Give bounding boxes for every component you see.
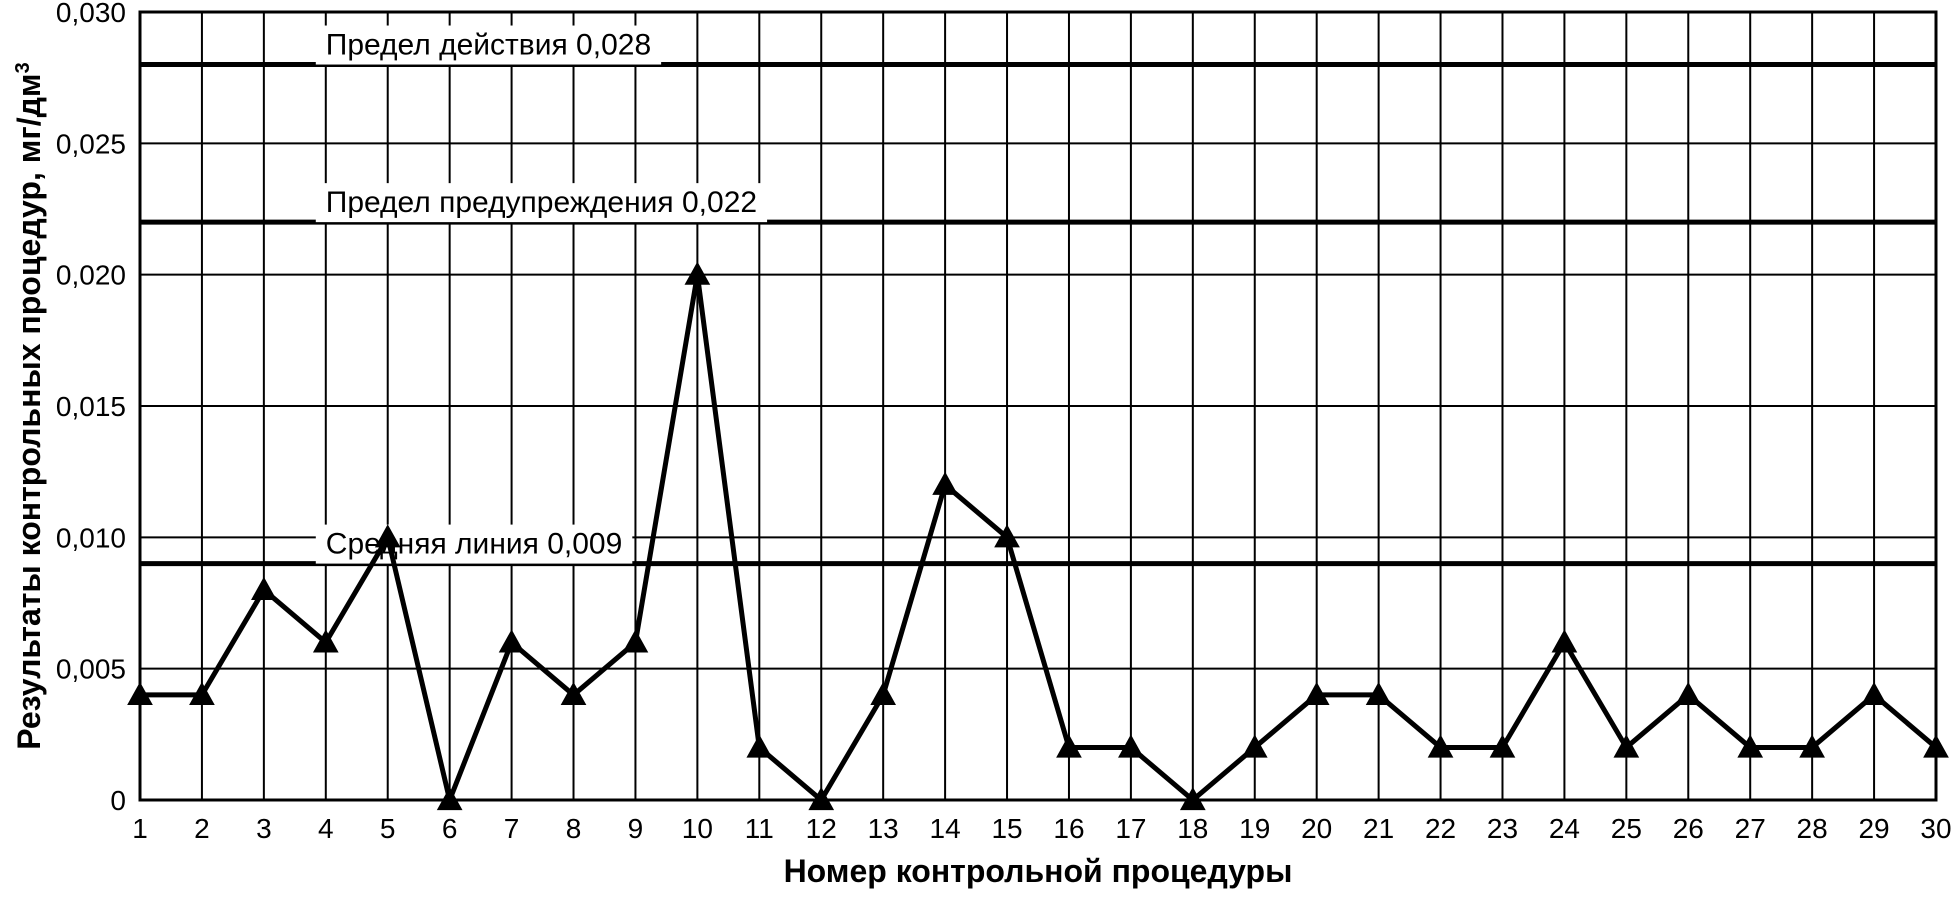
x-tick-label: 4	[318, 813, 334, 844]
x-tick-label: 3	[256, 813, 272, 844]
control-chart: Предел действия 0,028 Предел предупрежден…	[0, 0, 1960, 916]
x-tick-label: 24	[1549, 813, 1580, 844]
x-tick-label: 10	[682, 813, 713, 844]
x-tick-label: 19	[1239, 813, 1270, 844]
x-tick-label: 5	[380, 813, 396, 844]
y-tick-label: 0,020	[56, 260, 126, 291]
x-tick-label: 22	[1425, 813, 1456, 844]
y-tick-label: 0,010	[56, 522, 126, 553]
y-tick-label: 0	[110, 785, 126, 816]
x-tick-label: 23	[1487, 813, 1518, 844]
x-tick-label: 6	[442, 813, 458, 844]
x-tick-label: 28	[1797, 813, 1828, 844]
y-tick-label: 0,025	[56, 128, 126, 159]
x-tick-label: 15	[991, 813, 1022, 844]
x-tick-label: 8	[566, 813, 582, 844]
x-tick-label: 9	[628, 813, 644, 844]
x-tick-label: 14	[930, 813, 961, 844]
reference-label: Средняя линия 0,009	[326, 528, 623, 561]
x-tick-label: 26	[1673, 813, 1704, 844]
x-tick-label: 12	[806, 813, 837, 844]
x-tick-label: 25	[1611, 813, 1642, 844]
chart-svg: Предел действия 0,028 Предел предупрежден…	[0, 0, 1960, 916]
y-tick-label: 0,005	[56, 654, 126, 685]
x-tick-label: 30	[1920, 813, 1951, 844]
x-tick-label: 2	[194, 813, 210, 844]
x-tick-label: 29	[1858, 813, 1889, 844]
chart-background	[0, 0, 1960, 916]
y-axis-label-group: Результаты контрольных процедур, мг/дм3	[11, 62, 47, 749]
x-tick-label: 13	[868, 813, 899, 844]
reference-label: Предел предупреждения 0,022	[326, 186, 757, 219]
y-axis-label: Результаты контрольных процедур, мг/дм3	[11, 62, 47, 749]
x-tick-label: 21	[1363, 813, 1394, 844]
y-tick-label: 0,015	[56, 391, 126, 422]
x-tick-label: 17	[1115, 813, 1146, 844]
x-tick-label: 18	[1177, 813, 1208, 844]
x-tick-label: 16	[1053, 813, 1084, 844]
x-axis-label: Номер контрольной процедуры	[784, 853, 1293, 889]
reference-label: Предел действия 0,028	[326, 29, 651, 62]
x-tick-label: 1	[132, 813, 148, 844]
x-tick-label: 11	[745, 813, 774, 844]
x-tick-label: 7	[504, 813, 520, 844]
x-tick-label: 27	[1735, 813, 1766, 844]
x-tick-label: 20	[1301, 813, 1332, 844]
y-tick-label: 0,030	[56, 0, 126, 28]
